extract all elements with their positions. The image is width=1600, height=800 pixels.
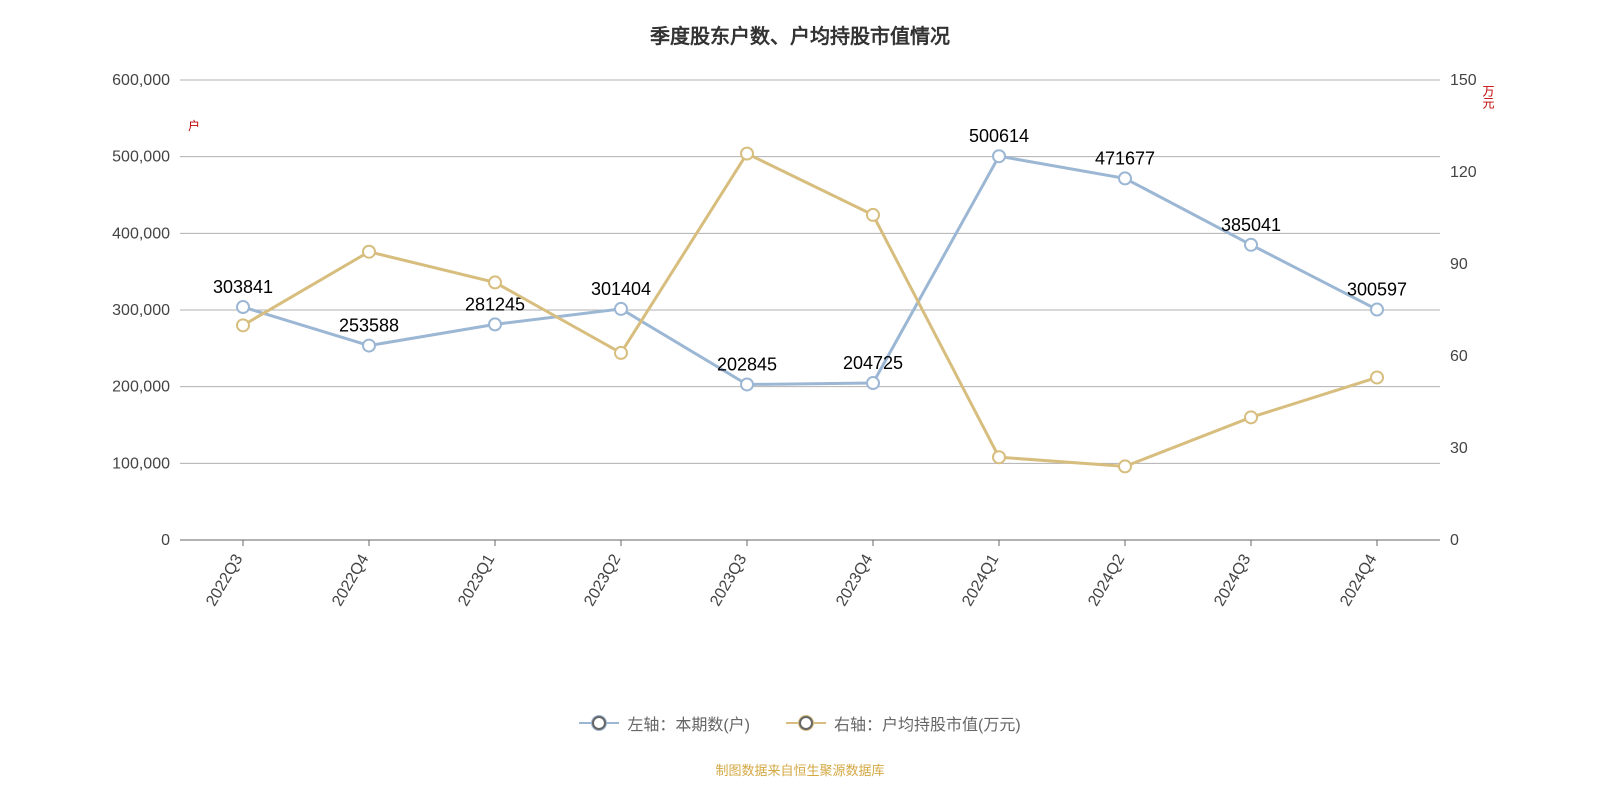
series-marker-s1 xyxy=(363,340,375,352)
data-label: 204725 xyxy=(843,353,903,373)
x-tick-label: 2024Q3 xyxy=(1211,551,1254,609)
x-tick-label: 2023Q2 xyxy=(581,551,624,609)
data-label: 500614 xyxy=(969,126,1029,146)
y-left-tick-label: 600,000 xyxy=(112,72,170,89)
legend-item: 右轴：户均持股市值(万元) xyxy=(786,711,1021,735)
series-marker-s1 xyxy=(1119,172,1131,184)
series-marker-s2 xyxy=(741,148,753,160)
y-right-tick-label: 0 xyxy=(1450,532,1459,549)
y-right-tick-label: 150 xyxy=(1450,72,1477,89)
y-right-unit-badge: 万元 xyxy=(1481,85,1495,110)
chart-container: 季度股东户数、户均持股市值情况 0100,000200,000300,00040… xyxy=(0,0,1600,800)
x-tick-label: 2024Q1 xyxy=(959,551,1002,609)
series-marker-s1 xyxy=(867,377,879,389)
series-line-s1 xyxy=(243,156,1377,384)
chart-svg: 0 100,000 200,000 300,000 400,000 500,000 600,… xyxy=(0,0,1600,800)
y-left-tick-label: 200,000 xyxy=(112,379,170,396)
y-right-tick-label: 30 xyxy=(1450,440,1468,457)
legend-label: 左轴：本期数(户) xyxy=(627,711,750,735)
data-label: 253588 xyxy=(339,316,399,336)
data-label: 471677 xyxy=(1095,148,1155,168)
series-marker-s2 xyxy=(1371,371,1383,383)
x-tick-label: 2023Q3 xyxy=(707,551,750,609)
x-tick-label: 2022Q3 xyxy=(203,551,246,609)
y-left-tick-label: 500,000 xyxy=(112,149,170,166)
y-right-tick-label: 90 xyxy=(1450,256,1468,273)
series-marker-s1 xyxy=(237,301,249,313)
series-marker-s2 xyxy=(363,246,375,258)
legend-label: 右轴：户均持股市值(万元) xyxy=(834,711,1021,735)
series-marker-s2 xyxy=(993,451,1005,463)
legend: 左轴：本期数(户) 右轴：户均持股市值(万元) xyxy=(0,710,1600,735)
series-marker-s1 xyxy=(615,303,627,315)
legend-item: 左轴：本期数(户) xyxy=(579,711,750,735)
y-left-tick-label: 0 xyxy=(161,532,170,549)
data-label: 281245 xyxy=(465,294,525,314)
y-left-tick-label: 100,000 xyxy=(112,455,170,472)
x-tick-label: 2023Q1 xyxy=(455,551,498,609)
series-marker-s1 xyxy=(993,150,1005,162)
data-label: 385041 xyxy=(1221,215,1281,235)
y-left-unit-badge: 户 xyxy=(188,118,200,133)
x-tick-label: 2023Q4 xyxy=(833,551,876,609)
y-right-tick-label: 120 xyxy=(1450,164,1477,181)
data-label: 303841 xyxy=(213,277,273,297)
series-marker-s1 xyxy=(489,318,501,330)
series-marker-s2 xyxy=(867,209,879,221)
series-marker-s2 xyxy=(1245,411,1257,423)
data-label: 202845 xyxy=(717,354,777,374)
series-marker-s1 xyxy=(1371,304,1383,316)
series-marker-s1 xyxy=(1245,239,1257,251)
y-left-tick-label: 300,000 xyxy=(112,302,170,319)
series-marker-s2 xyxy=(489,276,501,288)
y-left-tick-label: 400,000 xyxy=(112,225,170,242)
series-marker-s2 xyxy=(237,319,249,331)
data-label: 300597 xyxy=(1347,280,1407,300)
series-marker-s2 xyxy=(1119,460,1131,472)
data-label: 301404 xyxy=(591,279,651,299)
x-tick-label: 2024Q2 xyxy=(1085,551,1128,609)
series-marker-s1 xyxy=(741,378,753,390)
source-note: 制图数据来自恒生聚源数据库 xyxy=(0,760,1600,779)
x-tick-label: 2024Q4 xyxy=(1337,551,1380,609)
series-marker-s2 xyxy=(615,347,627,359)
x-tick-label: 2022Q4 xyxy=(329,551,372,609)
y-right-tick-label: 60 xyxy=(1450,348,1468,365)
